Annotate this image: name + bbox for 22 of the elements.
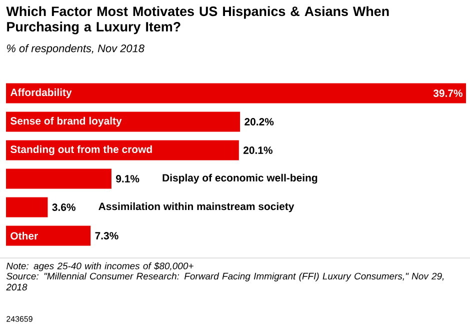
bar xyxy=(6,168,112,189)
data-label: 3.6% xyxy=(52,204,76,211)
bar xyxy=(6,83,466,104)
data-label: 20.1% xyxy=(243,146,272,154)
y-tick-label: Other xyxy=(10,232,38,240)
y-tick-label: Standing out from the crowd xyxy=(10,145,152,156)
data-label: 9.1% xyxy=(116,175,140,182)
y-tick-label: Display of economic well-being xyxy=(162,174,318,184)
bar xyxy=(6,112,240,132)
chart-subtitle: % of respondents, Nov 2018 xyxy=(6,44,144,54)
y-tick-label: Sense of brand loyalty xyxy=(10,116,122,127)
text: Note: ages 25-40 with incomes of $80,000+ xyxy=(6,262,194,272)
chart-title: Which Factor Most Motivates US Hispanics & Asians When Purchasing a Luxury Item? xyxy=(6,6,389,34)
bar xyxy=(6,226,91,246)
bar xyxy=(6,140,239,160)
bar xyxy=(6,197,48,218)
source-note: Source: "Millennial Consumer Research: Forward Facing Immigrant (FFI) Luxury Consumers," Nov 29, 2018 xyxy=(6,272,444,290)
data-label: 7.3% xyxy=(95,232,118,240)
y-tick-label: Affordability xyxy=(10,88,72,98)
y-tick-label: Assimilation within mainstream society xyxy=(98,202,294,212)
data-label: 20.2% xyxy=(244,118,274,126)
data-label: 39.7% xyxy=(433,90,463,97)
